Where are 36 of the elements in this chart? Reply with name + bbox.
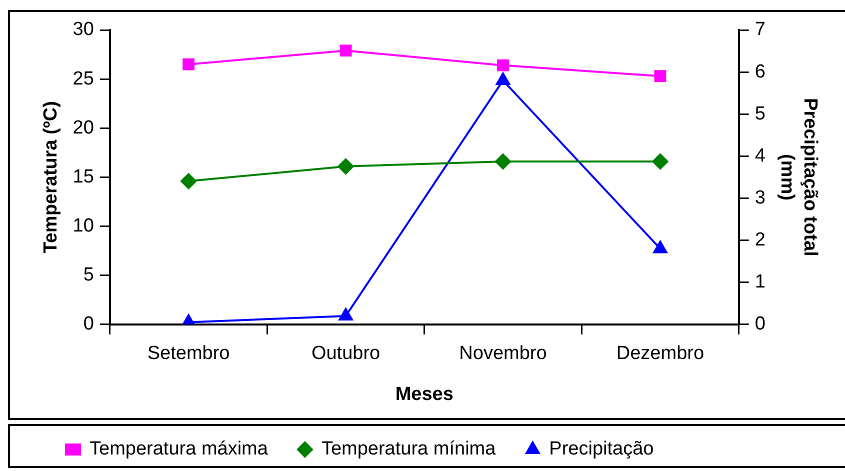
point (496, 72, 510, 85)
y2-tick-label: 3 (754, 187, 766, 208)
y-tick-label: 5 (83, 264, 94, 286)
point (654, 70, 666, 82)
point (338, 308, 353, 320)
y2-tick-label: 4 (754, 145, 766, 166)
y-tick-label: 0 (83, 314, 94, 335)
point (652, 154, 668, 170)
y-tick-label: 10 (72, 216, 94, 236)
point (182, 58, 194, 70)
point (494, 154, 511, 170)
point (497, 59, 509, 72)
legend-label: Temperatura mínima (321, 438, 496, 460)
y2-tick-label: 7 (754, 19, 766, 40)
y-tick-label: 25 (72, 68, 94, 90)
y-tick-label: 20 (72, 117, 94, 138)
y2-tick-label: 6 (754, 61, 766, 82)
y2-tick-label: 1 (754, 272, 766, 293)
point (180, 173, 197, 190)
y2-tick-label: 0 (754, 314, 766, 335)
x-tick-label: Dezembro (616, 343, 704, 364)
y-tick-label: 15 (72, 166, 94, 188)
x-tick-label: Outubro (311, 343, 380, 364)
y2-axis-title: Precipitação total (mm) (776, 98, 820, 256)
y2-tick-label: 2 (754, 230, 766, 251)
point (340, 44, 352, 57)
x-tick-label: Novembro (459, 343, 547, 364)
x-axis-title: Meses (395, 384, 454, 405)
point (338, 158, 354, 174)
legend-label: Temperatura máxima (90, 438, 268, 460)
y-axis-title: Temperatura (ºC) (40, 101, 62, 254)
y2-tick-label: 5 (754, 103, 766, 124)
y-tick-label: 30 (72, 19, 94, 40)
x-tick-label: Setembro (147, 343, 230, 364)
legend-label: Precipitação (549, 438, 654, 460)
point (653, 240, 668, 254)
